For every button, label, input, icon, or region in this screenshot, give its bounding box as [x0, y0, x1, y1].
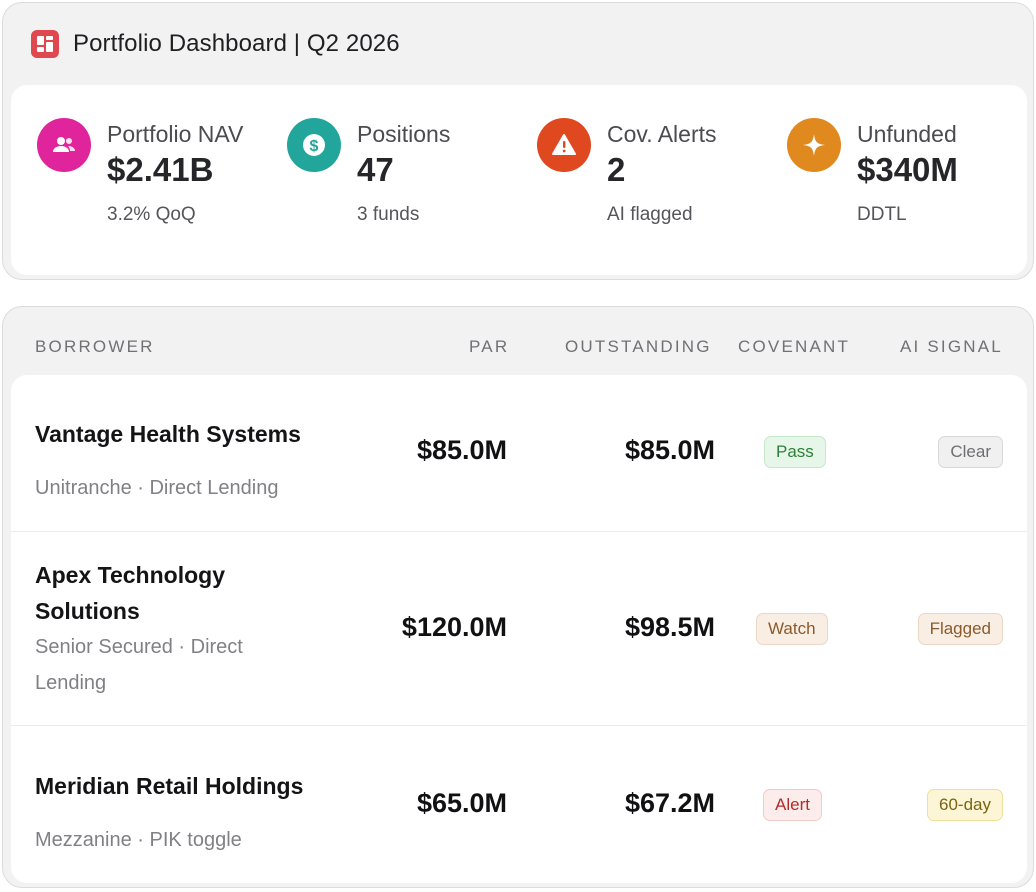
par-value: $85.0M — [416, 435, 507, 465]
kpi-label: Cov. Alerts — [607, 121, 717, 147]
borrower-meta: Unitranche · Direct Lending — [35, 477, 279, 499]
covenant-status-badge: Pass — [764, 436, 826, 468]
column-header-borrower[interactable]: BORROWER — [35, 337, 155, 356]
page-title: Portfolio Dashboard | Q2 2026 — [73, 30, 400, 57]
kpi-strip: Portfolio NAV $2.41B 3.2% QoQ $ Position… — [11, 85, 1027, 275]
covenant-status-badge: Alert — [763, 789, 822, 821]
kpi-label: Unfunded — [857, 121, 957, 147]
outstanding-value: $98.5M — [624, 612, 715, 642]
kpi-subtext: 3 funds — [357, 204, 420, 225]
table-row[interactable]: Vantage Health Systems Unitranche · Dire… — [11, 375, 1027, 532]
warning-icon — [537, 118, 591, 172]
dollar-icon: $ — [287, 118, 341, 172]
sparkle-icon — [787, 118, 841, 172]
dashboard-grid-icon — [31, 30, 59, 58]
ai-signal-badge: 60-day — [927, 789, 1003, 821]
ai-signal-badge: Clear — [938, 436, 1003, 468]
kpi-value: $2.41B — [107, 151, 214, 188]
kpi-subtext: AI flagged — [607, 204, 693, 225]
holdings-table-card: BORROWER PAR OUTSTANDING COVENANT AI SIG… — [2, 306, 1034, 888]
kpi-label: Positions — [357, 121, 451, 147]
kpi-portfolio-nav: Portfolio NAV $2.41B 3.2% QoQ — [11, 85, 261, 275]
kpi-value: 2 — [607, 151, 626, 188]
table-row[interactable]: Apex Technology Solutions Senior Secured… — [11, 532, 1027, 726]
kpi-subtext: 3.2% QoQ — [107, 204, 196, 225]
kpi-value: 47 — [357, 151, 394, 188]
par-value: $65.0M — [416, 788, 507, 818]
kpi-value: $340M — [857, 151, 958, 188]
borrower-meta: Senior Secured · Direct Lending — [35, 636, 243, 694]
table-row[interactable]: Meridian Retail Holdings Mezzanine · PIK… — [11, 726, 1027, 883]
borrower-name[interactable]: Meridian Retail Holdings — [35, 773, 304, 799]
users-icon — [37, 118, 91, 172]
portfolio-summary-card: Portfolio Dashboard | Q2 2026 Portfolio … — [2, 2, 1034, 280]
kpi-unfunded: Unfunded $340M DDTL — [761, 85, 1027, 275]
par-value: $120.0M — [401, 612, 507, 642]
column-header-covenant[interactable]: COVENANT — [738, 337, 851, 356]
kpi-label: Portfolio NAV — [107, 121, 244, 147]
dashboard-header: Portfolio Dashboard | Q2 2026 — [31, 29, 400, 59]
svg-text:$: $ — [310, 138, 319, 155]
outstanding-value: $85.0M — [624, 435, 715, 465]
column-header-outstanding[interactable]: OUTSTANDING — [565, 337, 712, 356]
holdings-table-body: Vantage Health Systems Unitranche · Dire… — [11, 375, 1027, 883]
borrower-name[interactable]: Vantage Health Systems — [35, 421, 301, 447]
kpi-covenant-alerts: Cov. Alerts 2 AI flagged — [511, 85, 761, 275]
kpi-subtext: DDTL — [857, 204, 907, 225]
borrower-meta: Mezzanine · PIK toggle — [35, 829, 242, 851]
kpi-positions: $ Positions 47 3 funds — [261, 85, 511, 275]
column-header-ai-signal[interactable]: AI SIGNAL — [900, 337, 1003, 356]
covenant-status-badge: Watch — [756, 613, 828, 645]
borrower-name[interactable]: Apex Technology Solutions — [35, 562, 225, 624]
ai-signal-badge: Flagged — [917, 613, 1003, 645]
column-header-par[interactable]: PAR — [469, 337, 510, 356]
outstanding-value: $67.2M — [624, 788, 715, 818]
